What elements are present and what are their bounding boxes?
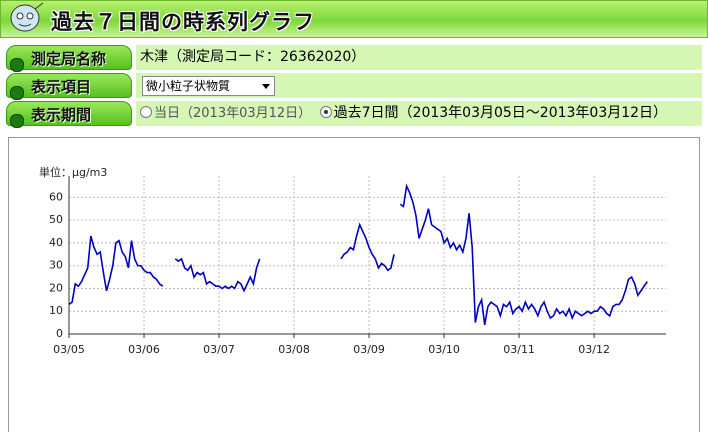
select-value: 微小粒子状物質 bbox=[146, 79, 231, 93]
value-cell: 当日（2013年03月12日） 過去7日間（2013年03月05日～2013年0… bbox=[136, 101, 702, 126]
station-value: 木津（測定局コード：26362020） bbox=[140, 49, 366, 65]
label-cell: 表示期間 bbox=[6, 101, 132, 128]
option-today[interactable]: 当日（2013年03月12日） bbox=[154, 106, 312, 121]
station-label: 測定局名称 bbox=[31, 50, 107, 68]
item-label: 表示項目 bbox=[31, 78, 92, 96]
unit-label: 単位：μg/m3 bbox=[39, 165, 107, 179]
y-tick-label: 0 bbox=[56, 327, 63, 340]
value-cell: 微小粒子状物質 bbox=[136, 73, 702, 98]
radio-week[interactable] bbox=[319, 106, 332, 118]
x-tick-label: 03/11 bbox=[503, 343, 535, 356]
chart: 単位：μg/m3 0 10 20 30 40 50 60 03/05 03/06 03/07 03/… bbox=[39, 165, 666, 356]
item-select[interactable]: 微小粒子状物質 bbox=[142, 76, 275, 96]
station-row: 測定局名称 木津（測定局コード：26362020） bbox=[6, 45, 702, 72]
value-cell: 木津（測定局コード：26362020） bbox=[136, 45, 702, 70]
item-row: 表示項目 微小粒子状物質 bbox=[6, 73, 702, 100]
x-tick-label: 03/12 bbox=[578, 343, 610, 356]
period-label: 表示期間 bbox=[31, 106, 92, 124]
chart-box: 単位：μg/m3 0 10 20 30 40 50 60 03/05 03/06 03/07 03/… bbox=[8, 137, 700, 432]
y-tick-label: 10 bbox=[49, 304, 63, 317]
x-tick-label: 03/08 bbox=[278, 343, 310, 356]
y-tick-label: 30 bbox=[49, 259, 63, 272]
page-title: 過去７日間の時系列グラフ bbox=[51, 10, 315, 34]
header-bar: 過去７日間の時系列グラフ bbox=[0, 0, 708, 38]
x-tick-label: 03/10 bbox=[428, 343, 460, 356]
x-tick-label: 03/09 bbox=[353, 343, 385, 356]
period-row: 表示期間 当日（2013年03月12日） 過去7日間（2013年03月05日～2… bbox=[6, 101, 702, 128]
label-cell: 表示項目 bbox=[6, 73, 132, 100]
radio-today[interactable] bbox=[140, 106, 152, 118]
option-week[interactable]: 過去7日間（2013年03月05日～2013年03月12日） bbox=[333, 105, 668, 121]
y-tick-label: 60 bbox=[49, 190, 63, 203]
x-tick-label: 03/05 bbox=[53, 343, 85, 356]
y-tick-label: 20 bbox=[49, 281, 63, 294]
data-line bbox=[68, 183, 648, 326]
y-tick-label: 50 bbox=[49, 213, 63, 226]
x-tick-label: 03/06 bbox=[128, 343, 160, 356]
x-tick-label: 03/07 bbox=[203, 343, 235, 356]
y-tick-label: 40 bbox=[49, 236, 63, 249]
mascot-icon bbox=[10, 2, 44, 32]
label-cell: 測定局名称 bbox=[6, 45, 132, 72]
